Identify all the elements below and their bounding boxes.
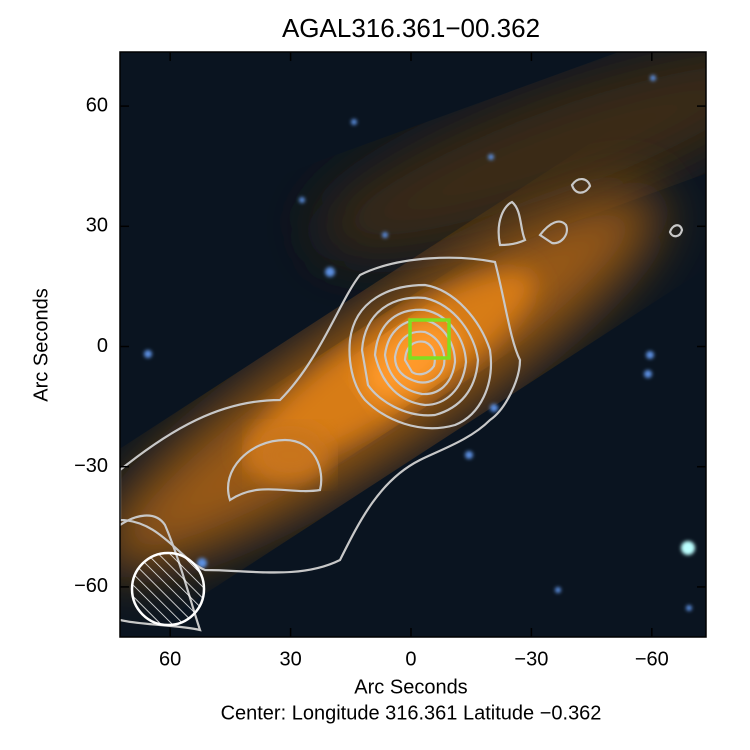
- x-tick-label: −60: [635, 648, 669, 670]
- x-tick-label: 60: [159, 648, 181, 670]
- x-axis-label: Arc Seconds: [354, 676, 467, 698]
- x-tick-label: −30: [514, 648, 548, 670]
- beam: [130, 551, 206, 627]
- y-tick-label: −60: [74, 575, 108, 597]
- y-tick-label: 30: [86, 215, 108, 237]
- x-tick-label: 30: [279, 648, 301, 670]
- footer: Center: Longitude 316.361 Latitude −0.36…: [221, 702, 602, 724]
- y-tick-label: 0: [97, 335, 108, 357]
- sky-image: [120, 52, 706, 637]
- chart-title: AGAL316.361−00.362: [282, 13, 540, 43]
- x-tick-label: 0: [405, 648, 416, 670]
- plot-frame: [119, 51, 707, 638]
- y-tick-label: −30: [74, 455, 108, 477]
- y-tick-label: 60: [86, 94, 108, 116]
- source-box: [408, 318, 451, 360]
- y-axis-label: Arc Seconds: [30, 288, 52, 401]
